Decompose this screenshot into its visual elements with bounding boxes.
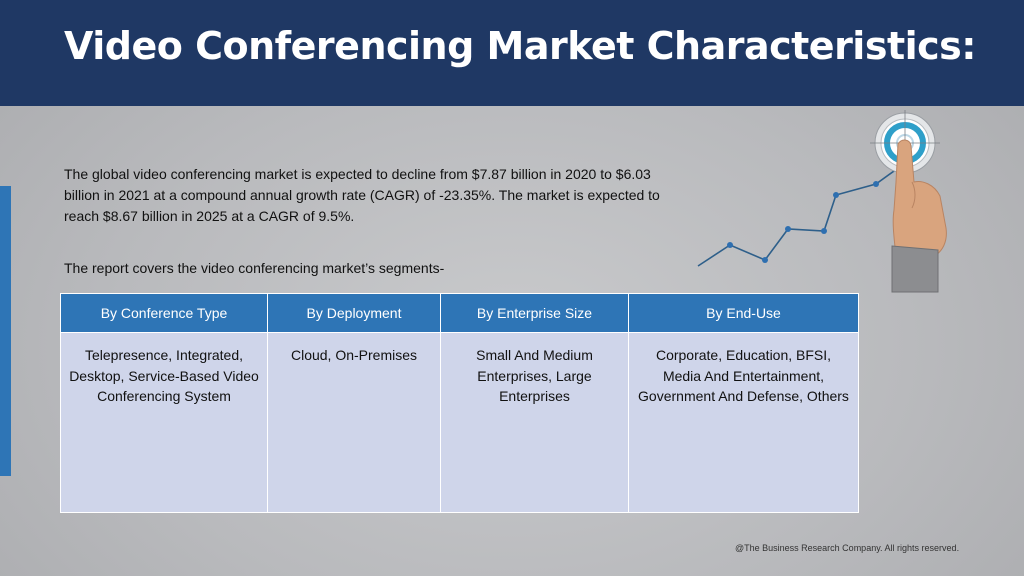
title-banner: Video Conferencing Market Characteristic… [0, 0, 1024, 106]
table-header-row: By Conference Type By Deployment By Ente… [60, 293, 859, 333]
cell-end-use: Corporate, Education, BFSI, Media And En… [628, 332, 859, 513]
header-deployment: By Deployment [267, 293, 441, 333]
left-accent-bar [0, 186, 11, 476]
cell-enterprise-size: Small And Medium Enterprises, Large Ente… [440, 332, 629, 513]
table-row: Telepresence, Integrated, Desktop, Servi… [60, 332, 859, 513]
header-conference-type: By Conference Type [60, 293, 268, 333]
cell-deployment: Cloud, On-Premises [267, 332, 441, 513]
header-enterprise-size: By Enterprise Size [440, 293, 629, 333]
market-summary-paragraph: The global video conferencing market is … [64, 166, 660, 224]
page-title: Video Conferencing Market Characteristic… [64, 24, 977, 68]
segments-table: By Conference Type By Deployment By Ente… [60, 293, 859, 513]
segments-intro-paragraph: The report covers the video conferencing… [64, 260, 445, 276]
copyright-footer: @The Business Research Company. All righ… [735, 543, 960, 553]
header-end-use: By End-Use [628, 293, 859, 333]
cell-conference-type: Telepresence, Integrated, Desktop, Servi… [60, 332, 268, 513]
target-growth-hand-icon [697, 110, 947, 293]
